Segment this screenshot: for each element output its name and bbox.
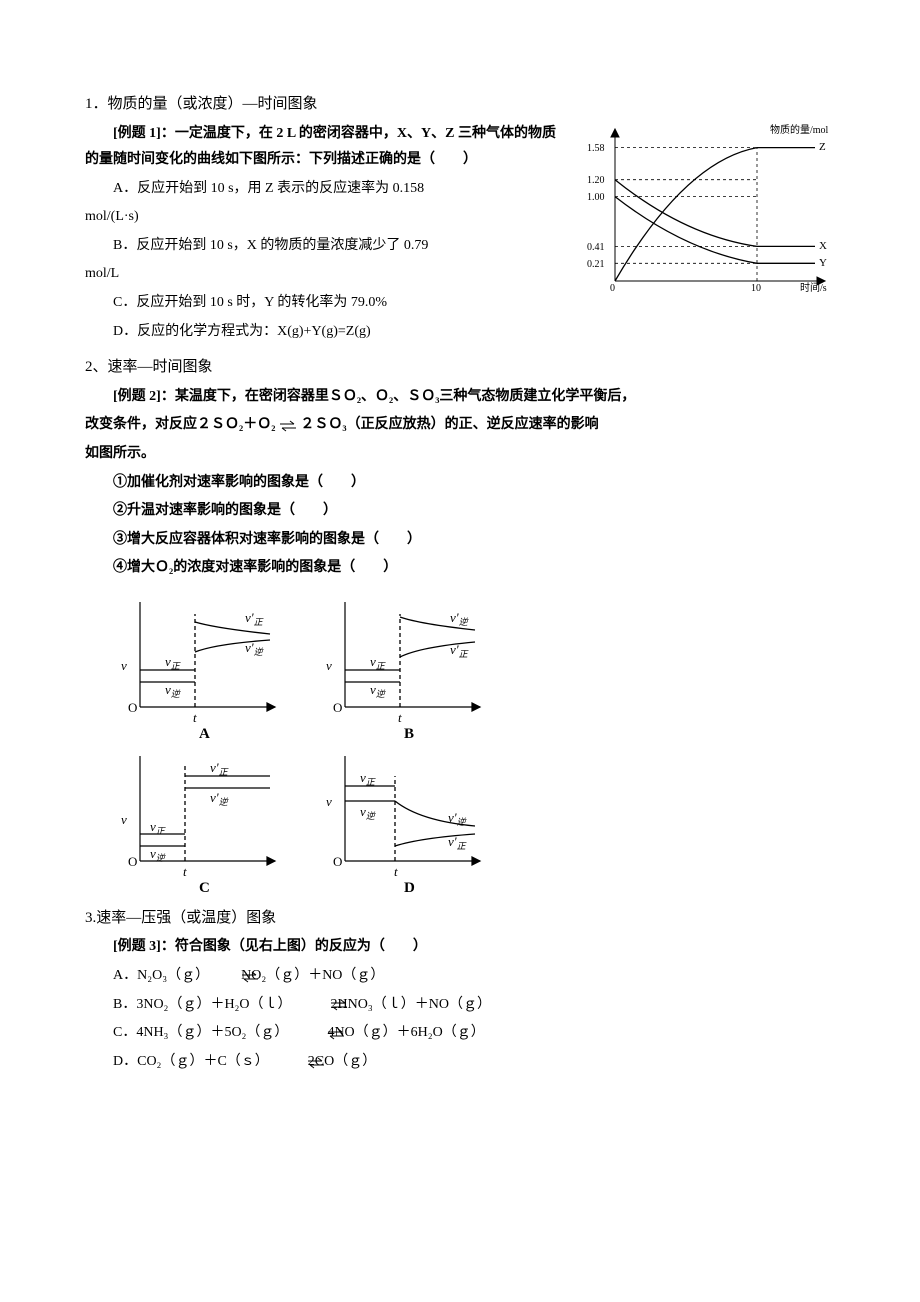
- example2-q4: ④增大Ｏ₂的浓度对速率影响的图象是（ ）: [85, 555, 835, 582]
- svg-text:v'逆: v'逆: [448, 810, 468, 827]
- chart-amount-vs-time: 物质的量/mol 时间/s 0.21 0.41 1.00 1.20 1.58 0…: [575, 121, 835, 312]
- example1-optD: D．反应的化学方程式为：X(g)+Y(g)=Z(g): [85, 319, 835, 346]
- svg-text:v逆: v逆: [150, 846, 167, 863]
- svg-text:v'正: v'正: [210, 760, 229, 777]
- svg-text:v: v: [121, 658, 127, 673]
- section1-heading: 1．物质的量（或浓度）—时间图象: [85, 90, 835, 119]
- svg-text:v: v: [326, 794, 332, 809]
- ytick-0: 0.21: [587, 259, 605, 270]
- ytick-2: 1.00: [587, 192, 605, 203]
- svg-text:O: O: [128, 700, 137, 715]
- series-z-label: Z: [819, 141, 826, 153]
- equilibrium-arrow-icon: [279, 1050, 297, 1077]
- ytick-3: 1.20: [587, 175, 605, 186]
- svg-text:v正: v正: [165, 654, 181, 671]
- ytick-4: 1.58: [587, 143, 605, 154]
- series-x-label: X: [819, 240, 827, 252]
- graph-d-label: D: [404, 880, 415, 896]
- equilibrium-arrow-icon: [302, 993, 320, 1020]
- rate-graph-d: v t v正 v逆 v'逆 v'正 O D: [320, 746, 495, 896]
- example3-optA: A．N₂O₃（ｇ） NO₂（ｇ）＋NO（ｇ）: [85, 963, 835, 990]
- svg-text:t: t: [394, 864, 398, 879]
- svg-text:O: O: [333, 700, 342, 715]
- equilibrium-arrow-icon: [279, 413, 297, 440]
- svg-text:t: t: [398, 710, 402, 725]
- svg-text:t: t: [183, 864, 187, 879]
- series-y-label: Y: [819, 257, 827, 269]
- svg-text:v正: v正: [360, 770, 376, 787]
- graph-c-label: C: [199, 880, 210, 896]
- svg-text:v: v: [121, 812, 127, 827]
- svg-text:v'正: v'正: [448, 834, 467, 851]
- svg-text:v正: v正: [150, 819, 166, 836]
- example2-q3: ③增大反应容器体积对速率影响的图象是（ ）: [85, 527, 835, 554]
- svg-text:v逆: v逆: [165, 682, 182, 699]
- graph-a-label: A: [199, 726, 210, 742]
- svg-text:O: O: [128, 854, 137, 869]
- xtick-10: 10: [751, 283, 761, 294]
- svg-text:v'正: v'正: [245, 610, 264, 627]
- example3-optB: B．3NO₂（ｇ）＋H₂O（ｌ） 2HNO₃（ｌ）＋NO（ｇ）: [85, 992, 835, 1019]
- svg-text:v'逆: v'逆: [210, 790, 230, 807]
- section2-heading: 2、速率—时间图象: [85, 353, 835, 382]
- equilibrium-arrow-icon: [299, 1021, 317, 1048]
- svg-text:v'逆: v'逆: [245, 640, 265, 657]
- example2-q2: ②升温对速率影响的图象是（ ）: [85, 498, 835, 525]
- x-axis-label: 时间/s: [800, 281, 827, 294]
- svg-text:v'逆: v'逆: [450, 610, 470, 627]
- example2-q1: ①加催化剂对速率影响的图象是（ ）: [85, 470, 835, 497]
- svg-text:v正: v正: [370, 654, 386, 671]
- equilibrium-arrow-icon: [213, 964, 231, 991]
- example3-optD: D．CO₂（ｇ）＋C（ｓ） 2CO（ｇ）: [85, 1049, 835, 1076]
- ytick-1: 0.41: [587, 242, 605, 253]
- example3-intro: [例题 3]：符合图象（见右上图）的反应为（ ）: [85, 934, 835, 961]
- graph-b-label: B: [404, 726, 414, 742]
- rate-graph-a: v t v正 v逆 v'正 v'逆 O A: [115, 592, 290, 742]
- example2-intro-2: 改变条件，对反应２ＳＯ₂＋Ｏ₂ ２ＳＯ₃（正反应放热）的正、逆反应速率的影响: [85, 412, 835, 439]
- svg-text:v逆: v逆: [370, 682, 387, 699]
- rate-graph-b: v t v正 v逆 v'逆 v'正 O B: [320, 592, 495, 742]
- svg-text:v: v: [326, 658, 332, 673]
- svg-text:O: O: [333, 854, 342, 869]
- example3-optC: C．4NH₃（ｇ）＋5O₂（ｇ） 4NO（ｇ）＋6H₂O（ｇ）: [85, 1020, 835, 1047]
- example2-intro-1: [例题 2]：某温度下，在密闭容器里ＳＯ₂、Ｏ₂、ＳＯ₃三种气态物质建立化学平衡…: [85, 384, 835, 411]
- svg-text:v逆: v逆: [360, 804, 377, 821]
- section3-heading: 3.速率—压强（或温度）图象: [85, 904, 835, 933]
- svg-text:0: 0: [610, 283, 615, 294]
- svg-text:t: t: [193, 710, 197, 725]
- example2-intro-3: 如图所示。: [85, 441, 835, 468]
- rate-graph-c: v t v正 v逆 v'正 v'逆 O C: [115, 746, 290, 896]
- rate-graphs-panel: v t v正 v逆 v'正 v'逆 O A v t v正 v逆 v'逆 v'正 …: [115, 590, 555, 898]
- y-axis-label: 物质的量/mol: [770, 123, 829, 136]
- svg-text:v'正: v'正: [450, 642, 469, 659]
